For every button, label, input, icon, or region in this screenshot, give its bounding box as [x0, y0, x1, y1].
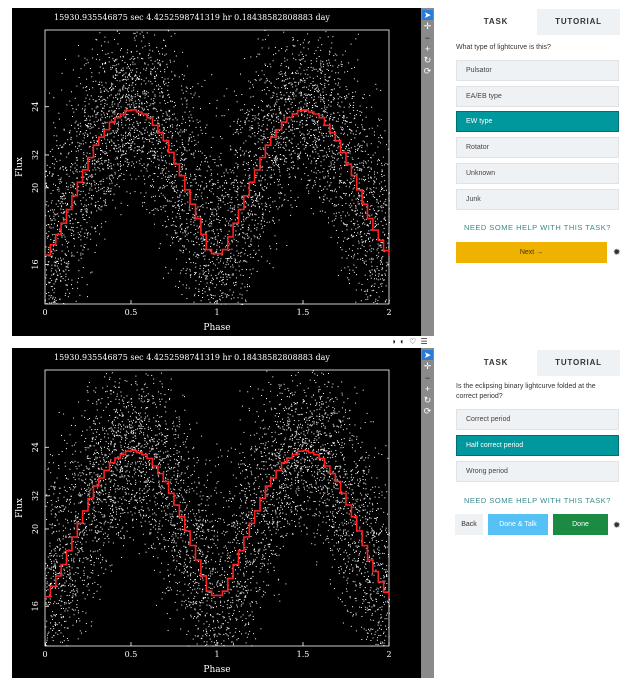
x-tick-label: 0 [42, 650, 47, 659]
zoom-in-icon[interactable]: + [424, 44, 431, 54]
gear-icon[interactable]: ✹ [613, 247, 621, 257]
plot-footer-icons[interactable]: ◑ ◐ ♡ ☰ [391, 337, 429, 346]
plot-header: 15930.935546875 sec 4.4252598741319 hr 0… [54, 353, 330, 362]
x-tick-label: 2 [386, 308, 391, 317]
tab-tutorial[interactable]: TUTORIAL [537, 350, 620, 376]
reset-icon[interactable]: ↻ [423, 55, 432, 65]
tab-bar: TASK TUTORIAL [455, 350, 620, 376]
zoom-in-icon[interactable]: + [424, 384, 431, 394]
y-axis-label: Flux [15, 498, 25, 518]
help-link[interactable]: NEED SOME HELP WITH THIS TASK? [464, 496, 611, 505]
y-axis-label: Flux [15, 157, 25, 177]
binned-curve-line [45, 109, 390, 256]
x-tick-label: 1 [214, 650, 219, 659]
answer-correct-period[interactable]: Correct period [456, 409, 619, 430]
lightcurve-svg: 15930.935546875 sec 4.4252598741319 hr 0… [15, 353, 392, 675]
y-tick-label: 20 [31, 524, 40, 534]
task-question: What type of lightcurve is this? [456, 44, 551, 51]
tab-bar: TASK TUTORIAL [455, 9, 620, 35]
y-tick-label: 32 [31, 491, 40, 501]
answer-wrong-period[interactable]: Wrong period [456, 461, 619, 482]
plot-toolbar: ➤ ✛ − + ↻ ⟳ [421, 8, 434, 336]
tab-task[interactable]: TASK [455, 9, 537, 35]
binned-curve-line [45, 449, 390, 598]
answer-ea-eb-type[interactable]: EA/EB type [456, 86, 619, 107]
x-tick-label: 2 [386, 650, 391, 659]
y-tick-label: 16 [31, 601, 40, 611]
plot-toolbar: ➤ ✛ − + ↻ ⟳ [421, 348, 434, 678]
scatter-points [45, 30, 390, 305]
tab-tutorial[interactable]: TUTORIAL [537, 9, 620, 35]
refresh-icon[interactable]: ⟳ [423, 406, 432, 416]
answer-ew-type[interactable]: EW type [456, 111, 619, 132]
refresh-icon[interactable]: ⟳ [423, 66, 432, 76]
back-button[interactable]: Back [455, 514, 483, 535]
gear-icon[interactable]: ✹ [613, 520, 621, 530]
plot-frame [44, 369, 390, 647]
lightcurve-plot[interactable]: 15930.935546875 sec 4.4252598741319 hr 0… [12, 348, 421, 678]
x-axis-label: Phase [203, 665, 230, 675]
y-tick-label: 20 [31, 183, 40, 193]
help-link[interactable]: NEED SOME HELP WITH THIS TASK? [464, 223, 611, 232]
lightcurve-svg: 15930.935546875 sec 4.4252598741319 hr 0… [15, 13, 392, 333]
x-tick-label: 1.5 [297, 308, 310, 317]
tab-task[interactable]: TASK [455, 350, 537, 376]
done-and-talk-button[interactable]: Done & Talk [488, 514, 548, 535]
answer-junk[interactable]: Junk [456, 189, 619, 210]
plot-header: 15930.935546875 sec 4.4252598741319 hr 0… [54, 13, 330, 22]
answer-half-correct-period[interactable]: Half correct period [456, 435, 619, 456]
reset-icon[interactable]: ↻ [423, 395, 432, 405]
pointer-icon[interactable]: ➤ [422, 350, 433, 360]
classification-panel-2: 15930.935546875 sec 4.4252598741319 hr 0… [0, 344, 628, 678]
zoom-out-icon[interactable]: − [424, 373, 431, 383]
x-axis-label: Phase [203, 323, 230, 333]
y-tick-label: 24 [31, 442, 40, 452]
y-tick-label: 16 [31, 259, 40, 269]
classification-panel-1: 15930.935546875 sec 4.4252598741319 hr 0… [12, 8, 621, 336]
done-button[interactable]: Done [553, 514, 608, 535]
x-tick-label: 0 [42, 308, 47, 317]
answer-pulsator[interactable]: Pulsator [456, 60, 619, 81]
y-tick-label: 24 [31, 102, 40, 112]
scatter-points [45, 370, 390, 647]
pan-icon[interactable]: ✛ [423, 361, 432, 371]
pan-icon[interactable]: ✛ [423, 21, 432, 31]
next-button[interactable]: Next → [456, 242, 607, 263]
lightcurve-plot[interactable]: 15930.935546875 sec 4.4252598741319 hr 0… [12, 8, 421, 336]
answer-unknown[interactable]: Unknown [456, 163, 619, 184]
pointer-icon[interactable]: ➤ [422, 10, 433, 20]
answer-rotator[interactable]: Rotator [456, 137, 619, 158]
x-tick-label: 0.5 [125, 650, 138, 659]
x-tick-label: 1 [214, 308, 219, 317]
x-tick-label: 1.5 [297, 650, 310, 659]
x-tick-label: 0.5 [125, 308, 138, 317]
y-tick-label: 32 [31, 150, 40, 160]
plot-frame [44, 29, 390, 305]
zoom-out-icon[interactable]: − [424, 33, 431, 43]
task-question: Is the eclipsing binary lightcurve folde… [456, 383, 596, 400]
